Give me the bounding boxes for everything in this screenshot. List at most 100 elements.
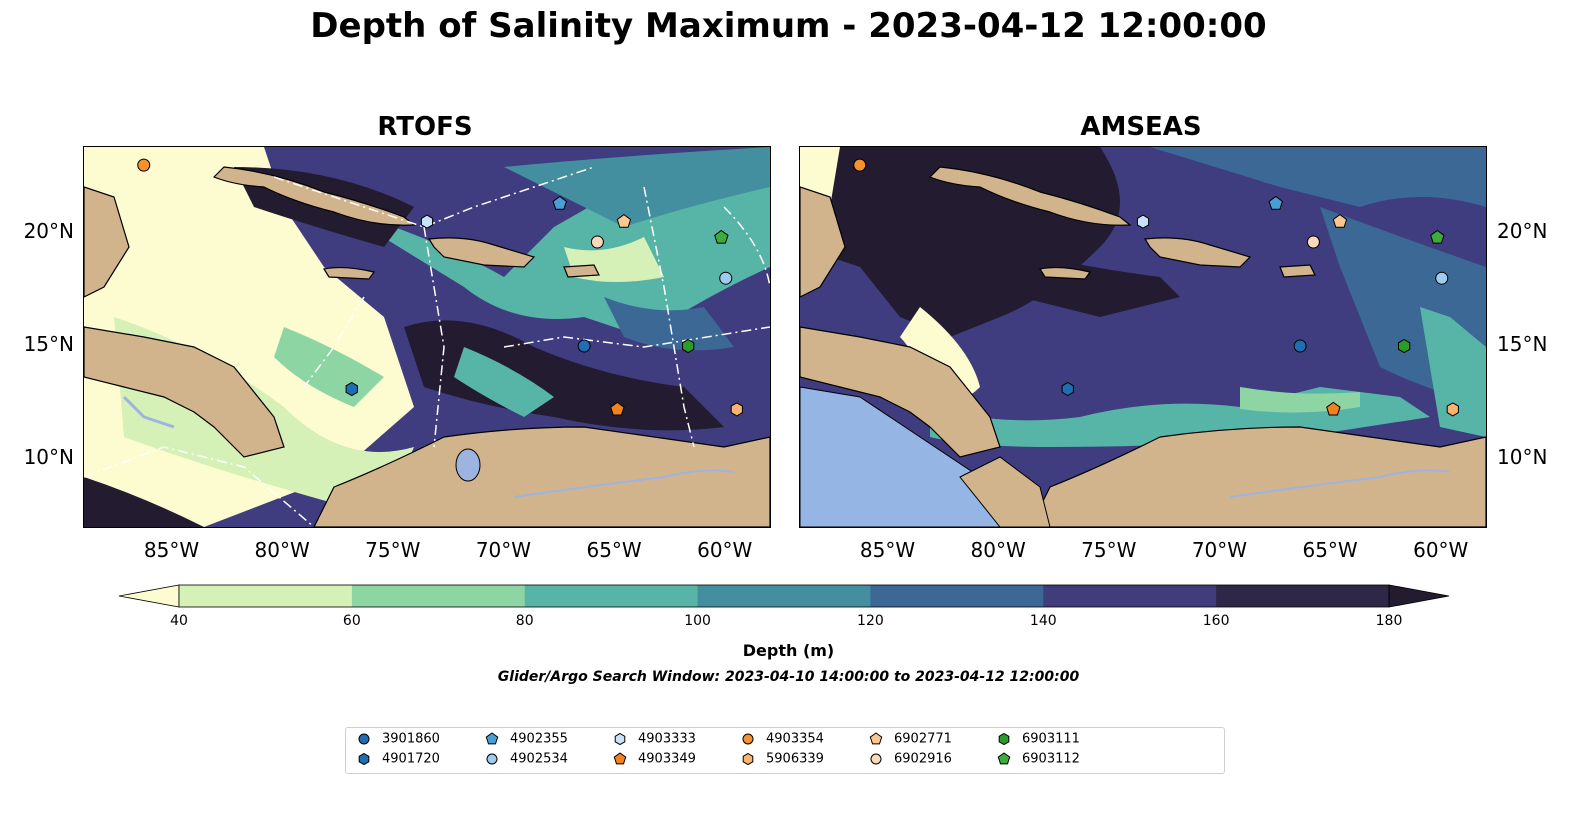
y-tick-label: 20°N bbox=[1497, 218, 1548, 243]
float-marker-5906339 bbox=[1446, 402, 1459, 417]
colorbar-tick-label: 40 bbox=[170, 613, 188, 629]
legend-label: 4903333 bbox=[638, 731, 696, 747]
legend-marker-6902916 bbox=[870, 753, 882, 765]
float-marker-4901720 bbox=[345, 381, 358, 397]
panel-title-rtofs: RTOFS bbox=[377, 112, 473, 142]
legend-item: 4902355 bbox=[484, 731, 568, 747]
panel-title-amseas: AMSEAS bbox=[1080, 112, 1202, 142]
rtofs-x-axis: 85°W 80°W 75°W 70°W 65°W 60°W bbox=[83, 536, 769, 564]
float-marker-6903111 bbox=[682, 338, 695, 354]
amseas-float-layer bbox=[853, 158, 1459, 417]
float-marker-4903333 bbox=[420, 214, 434, 229]
y-tick-label: 10°N bbox=[23, 445, 74, 470]
legend-marker-6903112 bbox=[997, 752, 1011, 765]
y-tick-label: 20°N bbox=[23, 218, 74, 243]
x-tick-label: 85°W bbox=[143, 538, 200, 562]
x-tick-label: 75°W bbox=[1081, 538, 1137, 562]
legend-marker-icon bbox=[614, 732, 626, 746]
colorbar-label: Depth (m) bbox=[742, 641, 835, 660]
float-marker-6903112 bbox=[1430, 229, 1445, 244]
legend-marker-icon bbox=[742, 733, 754, 745]
y-tick-label: 15°N bbox=[1497, 332, 1548, 357]
colorbar-tick-label: 180 bbox=[1375, 613, 1403, 629]
legend-marker-icon bbox=[358, 752, 370, 766]
float-marker-4903349 bbox=[1326, 401, 1341, 416]
legend-marker-icon bbox=[870, 753, 882, 765]
float-legend: 3901860 4901720 4902355 4902534 4903333 49033… bbox=[345, 727, 1225, 774]
legend-label: 6902916 bbox=[894, 751, 952, 767]
float-marker-4902534 bbox=[719, 271, 733, 285]
legend-marker-icon bbox=[997, 752, 1011, 765]
legend-label: 3901860 bbox=[382, 731, 440, 747]
float-marker-6903112 bbox=[714, 229, 729, 244]
chart-title: Depth of Salinity Maximum - 2023-04-12 1… bbox=[310, 6, 1267, 46]
colorbar-bin bbox=[351, 585, 526, 607]
legend-marker-4903349 bbox=[613, 752, 627, 765]
legend-marker-icon bbox=[485, 732, 499, 745]
float-marker-4902355 bbox=[552, 195, 567, 210]
amseas-map-canvas bbox=[800, 147, 1486, 527]
float-marker-4903333 bbox=[1136, 214, 1150, 229]
colorbar-bin bbox=[1043, 585, 1217, 607]
colorbar-bin bbox=[1216, 585, 1390, 607]
float-marker-3901860 bbox=[1293, 339, 1307, 353]
rtofs-map bbox=[83, 146, 771, 528]
legend-marker-icon bbox=[742, 752, 754, 766]
legend-label: 4903349 bbox=[638, 751, 696, 767]
colorbar-tick-label: 60 bbox=[342, 613, 361, 629]
legend-item: 3901860 bbox=[356, 731, 440, 747]
legend-label: 5906339 bbox=[766, 751, 824, 767]
x-tick-label: 60°W bbox=[1413, 538, 1469, 562]
float-marker-4902355 bbox=[1268, 195, 1283, 210]
colorbar-tick-label: 100 bbox=[684, 613, 711, 629]
rtofs-y-axis: 10°N 15°N 20°N bbox=[8, 146, 78, 526]
legend-item: 4903354 bbox=[740, 731, 824, 747]
float-marker-3901860 bbox=[577, 339, 591, 353]
float-marker-4903354 bbox=[137, 158, 151, 172]
colorbar-bin bbox=[870, 585, 1044, 607]
legend-item: 6903112 bbox=[996, 751, 1080, 767]
rtofs-float-layer bbox=[137, 158, 743, 417]
x-tick-label: 70°W bbox=[1191, 538, 1248, 562]
x-tick-label: 65°W bbox=[1302, 538, 1358, 562]
legend-item: 6903111 bbox=[996, 731, 1080, 747]
colorbar-extend-high bbox=[1388, 584, 1450, 608]
float-marker-6902771 bbox=[1332, 213, 1348, 228]
legend-label: 4903354 bbox=[766, 731, 824, 747]
x-tick-label: 75°W bbox=[365, 538, 421, 562]
x-tick-label: 60°W bbox=[697, 538, 753, 562]
legend-marker-4902534 bbox=[486, 753, 498, 765]
legend-marker-4902355 bbox=[485, 732, 499, 745]
legend-marker-5906339 bbox=[742, 752, 754, 766]
legend-item: 4901720 bbox=[356, 751, 440, 767]
float-marker-6902916 bbox=[590, 235, 604, 249]
amseas-map bbox=[799, 146, 1487, 528]
search-window-caption: Glider/Argo Search Window: 2023-04-10 14… bbox=[497, 669, 1080, 685]
colorbar bbox=[118, 584, 1450, 608]
float-marker-4903349 bbox=[610, 401, 625, 416]
x-tick-label: 80°W bbox=[254, 538, 310, 562]
colorbar-tick-label: 140 bbox=[1029, 613, 1057, 629]
legend-item: 6902771 bbox=[868, 731, 952, 747]
colorbar-tick-label: 80 bbox=[515, 613, 534, 629]
colorbar-bin bbox=[179, 585, 353, 607]
legend-label: 4901720 bbox=[382, 751, 440, 767]
colorbar-bin bbox=[524, 585, 699, 607]
x-tick-label: 80°W bbox=[970, 538, 1026, 562]
legend-marker-4903333 bbox=[614, 732, 626, 746]
float-marker-5906339 bbox=[730, 402, 743, 417]
amseas-y-axis: 10°N 15°N 20°N bbox=[1497, 146, 1572, 526]
legend-marker-6903111 bbox=[998, 732, 1010, 746]
legend-item: 4903349 bbox=[612, 751, 696, 767]
amseas-x-axis: 85°W 80°W 75°W 70°W 65°W 60°W bbox=[799, 536, 1485, 564]
colorbar-tick-label: 120 bbox=[857, 613, 884, 629]
legend-marker-icon bbox=[486, 753, 498, 765]
legend-marker-icon bbox=[998, 732, 1010, 746]
float-marker-6902916 bbox=[1306, 235, 1320, 249]
colorbar-bin bbox=[697, 585, 871, 607]
legend-marker-6902771 bbox=[869, 732, 883, 745]
legend-marker-3901860 bbox=[358, 733, 370, 745]
legend-marker-icon bbox=[358, 733, 370, 745]
legend-marker-4903354 bbox=[742, 733, 754, 745]
float-marker-4902534 bbox=[1435, 271, 1449, 285]
